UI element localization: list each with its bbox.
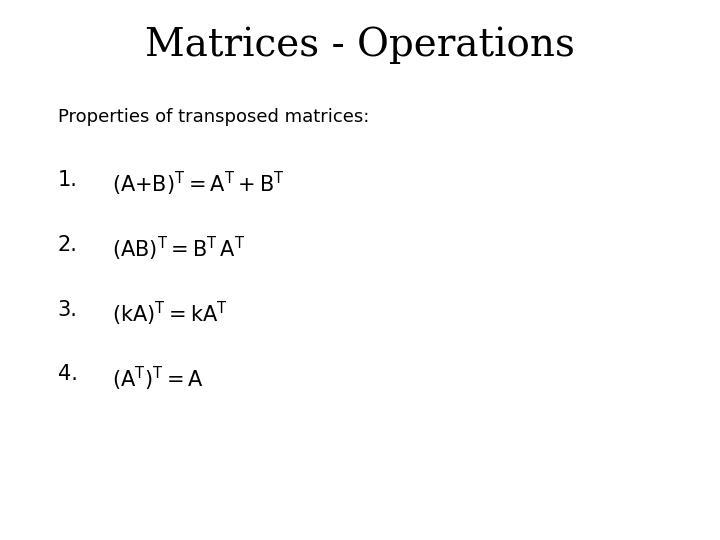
Text: 1.: 1. [58,170,78,190]
Text: 4.: 4. [58,364,78,384]
Text: $\mathsf{(AB)^T = B^T\, A^T}$: $\mathsf{(AB)^T = B^T\, A^T}$ [112,235,245,263]
Text: Properties of transposed matrices:: Properties of transposed matrices: [58,108,369,126]
Text: 2.: 2. [58,235,78,255]
Text: Matrices - Operations: Matrices - Operations [145,27,575,64]
Text: $\mathsf{(A^T)^T = A}$: $\mathsf{(A^T)^T = A}$ [112,364,203,393]
Text: $\mathsf{(A{+}B)^T = A^T + B^T}$: $\mathsf{(A{+}B)^T = A^T + B^T}$ [112,170,284,198]
Text: 3.: 3. [58,300,78,320]
Text: $\mathsf{(kA)^T = k A^T}$: $\mathsf{(kA)^T = k A^T}$ [112,300,228,328]
